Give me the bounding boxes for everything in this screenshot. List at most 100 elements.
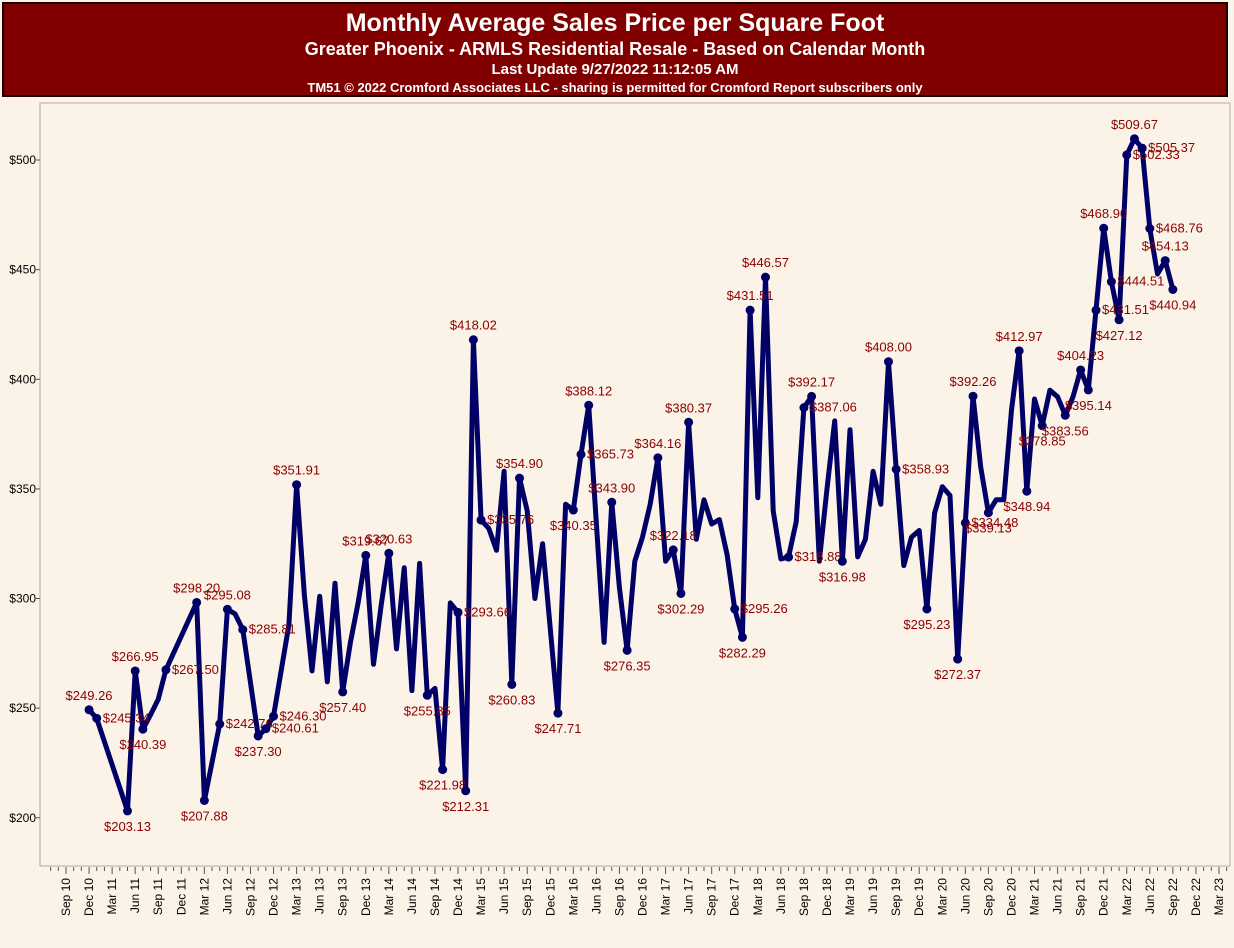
data-label: $365.73 (587, 446, 634, 461)
data-label: $242.76 (226, 716, 273, 731)
data-point (238, 625, 248, 635)
x-tick-label: Jun 14 (405, 878, 419, 914)
data-label: $340.35 (550, 518, 597, 533)
data-label: $354.90 (496, 456, 543, 471)
data-point (807, 391, 817, 401)
data-label: $319.67 (342, 533, 389, 548)
data-point (1022, 486, 1032, 496)
data-point (1076, 365, 1086, 375)
data-label: $387.06 (810, 400, 857, 415)
data-label: $221.98 (419, 778, 466, 793)
data-point (130, 666, 140, 676)
data-label: $509.67 (1111, 117, 1158, 132)
x-tick-label: Dec 17 (728, 878, 742, 916)
x-tick-label: Jun 18 (774, 878, 788, 914)
data-point (468, 335, 478, 345)
x-tick-label: Dec 13 (359, 878, 373, 916)
data-point (199, 795, 209, 805)
data-label: $255.85 (404, 703, 451, 718)
data-point (361, 550, 371, 560)
x-tick-label: Jun 15 (497, 878, 511, 914)
x-tick-label: Dec 15 (543, 878, 557, 916)
data-point (215, 719, 225, 729)
data-label: $468.76 (1156, 221, 1203, 236)
data-point (384, 548, 394, 558)
data-label: $378.85 (1019, 434, 1066, 449)
data-label: $468.90 (1080, 206, 1127, 221)
data-point (1060, 410, 1070, 420)
data-label: $408.00 (865, 340, 912, 355)
x-tick-label: Dec 14 (451, 878, 465, 916)
data-label: $364.16 (634, 436, 681, 451)
x-tick-label: Dec 18 (820, 878, 834, 916)
data-point (192, 597, 202, 607)
data-point (84, 705, 94, 715)
data-label: $257.40 (319, 700, 366, 715)
data-label: $276.35 (604, 658, 651, 673)
data-point (622, 645, 632, 655)
data-label: $207.88 (181, 808, 228, 823)
data-label: $282.29 (719, 645, 766, 660)
data-point (122, 806, 132, 816)
data-label: $446.57 (742, 255, 789, 270)
x-tick-label: Mar 19 (843, 878, 857, 916)
x-tick-label: Sep 22 (1166, 878, 1180, 916)
data-label: $335.76 (487, 512, 534, 527)
x-tick-label: Jun 11 (128, 878, 142, 913)
data-label: $302.29 (657, 601, 704, 616)
data-point (1099, 223, 1109, 233)
data-point (1129, 134, 1139, 144)
data-point (1014, 346, 1024, 356)
data-point (891, 464, 901, 474)
data-point (138, 724, 148, 734)
data-point (261, 724, 271, 734)
data-label: $431.51 (727, 288, 774, 303)
data-point (338, 687, 348, 697)
data-label: $285.81 (249, 622, 296, 637)
data-point (960, 518, 970, 528)
data-label: $431.51 (1102, 302, 1149, 317)
data-label: $320.63 (365, 531, 412, 546)
data-label: $334.48 (971, 515, 1018, 530)
data-label: $266.95 (112, 649, 159, 664)
x-tick-label: Sep 20 (981, 878, 995, 916)
data-point (453, 607, 463, 617)
data-point (737, 632, 747, 642)
data-label: $418.02 (450, 318, 497, 333)
y-tick-label: $400 (9, 372, 36, 386)
plot-area (39, 102, 1231, 867)
x-tick-label: Mar 18 (751, 878, 765, 916)
data-label: $298.20 (173, 580, 220, 595)
data-label: $427.12 (1096, 328, 1143, 343)
data-point (507, 679, 517, 689)
x-tick-label: Sep 12 (243, 878, 257, 916)
data-point (1114, 315, 1124, 325)
x-tick-label: Sep 16 (612, 878, 626, 916)
x-tick-label: Mar 12 (197, 878, 211, 916)
x-tick-label: Sep 10 (59, 878, 73, 916)
x-tick-label: Mar 21 (1028, 878, 1042, 916)
data-point (668, 545, 678, 555)
x-tick-label: Dec 19 (912, 878, 926, 916)
data-point (1122, 150, 1132, 160)
data-label: $388.12 (565, 383, 612, 398)
data-label: $260.83 (488, 692, 535, 707)
data-label: $392.17 (788, 374, 835, 389)
data-label: $212.31 (442, 799, 489, 814)
data-label: $322.18 (650, 528, 697, 543)
x-tick-label: Dec 16 (636, 878, 650, 916)
data-point (968, 391, 978, 401)
data-label: $392.26 (950, 374, 997, 389)
data-point (730, 604, 740, 614)
data-point (1037, 421, 1047, 431)
chart-header: Monthly Average Sales Price per Square F… (2, 2, 1228, 97)
x-tick-label: Jun 13 (313, 878, 327, 914)
x-tick-label: Jun 21 (1051, 878, 1065, 914)
data-label: $295.08 (204, 587, 251, 602)
y-tick-label: $300 (9, 592, 36, 606)
x-tick-label: Dec 11 (174, 878, 188, 915)
data-point (684, 417, 694, 427)
copyright-notice: TM51 © 2022 Cromford Associates LLC - sh… (307, 80, 923, 95)
data-point (1137, 143, 1147, 153)
x-tick-label: Sep 11 (151, 878, 165, 915)
